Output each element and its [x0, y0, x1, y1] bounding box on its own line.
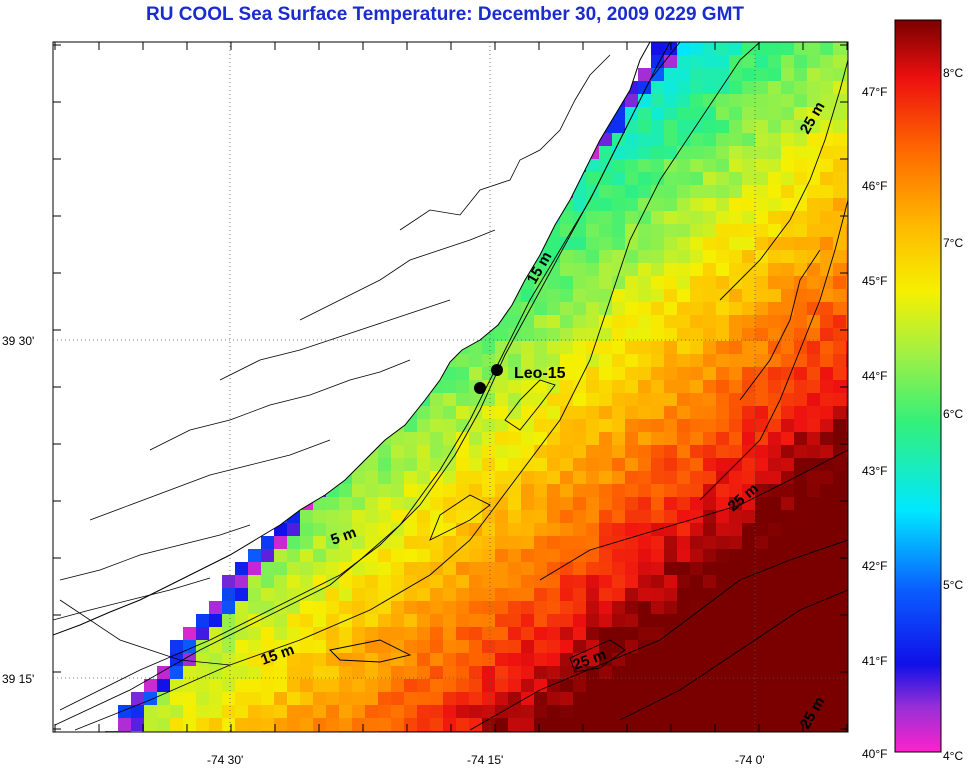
lon-label-74-15: -74 15'	[467, 753, 503, 767]
cb-f-label: 41°F	[862, 654, 887, 668]
lat-label-39-30: 39 30'	[2, 334, 34, 348]
station-label-leo-15: Leo-15	[514, 365, 566, 382]
coastline-detail	[53, 54, 611, 666]
cb-f-label: 44°F	[862, 369, 887, 383]
cb-c-label: 6°C	[943, 407, 963, 421]
cb-c-label: 4°C	[943, 749, 963, 763]
cb-f-label: 42°F	[862, 559, 887, 573]
cb-f-label: 43°F	[862, 464, 887, 478]
cb-f-label: 46°F	[862, 179, 887, 193]
cb-f-label: 40°F	[862, 747, 887, 761]
sst-grid	[105, 42, 848, 732]
station-marker	[474, 382, 486, 394]
station-marker	[491, 364, 503, 376]
axis-ticks	[53, 42, 848, 732]
cb-f-label: 45°F	[862, 274, 887, 288]
colorbar	[894, 19, 942, 753]
lat-label-39-15: 39 15'	[2, 672, 34, 686]
land-mass	[53, 42, 651, 636]
cb-c-label: 8°C	[943, 66, 963, 80]
map-title: RU COOL Sea Surface Temperature: Decembe…	[145, 4, 745, 25]
graticule	[53, 42, 848, 732]
cb-c-label: 5°C	[943, 578, 963, 592]
lon-label-74-30: -74 30'	[207, 753, 243, 767]
cb-c-label: 7°C	[943, 236, 963, 250]
lon-label-74-0: -74 0'	[735, 753, 765, 767]
cb-f-label: 47°F	[862, 85, 887, 99]
isobath-lines	[54, 42, 848, 731]
